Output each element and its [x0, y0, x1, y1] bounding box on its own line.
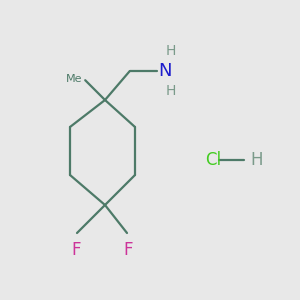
Text: F: F [123, 241, 133, 259]
Text: Me: Me [66, 74, 82, 84]
Text: Cl: Cl [205, 151, 221, 169]
Text: H: H [166, 44, 176, 58]
Text: H: H [166, 84, 176, 98]
Text: F: F [71, 241, 81, 259]
Text: H: H [250, 151, 262, 169]
Text: N: N [158, 62, 171, 80]
